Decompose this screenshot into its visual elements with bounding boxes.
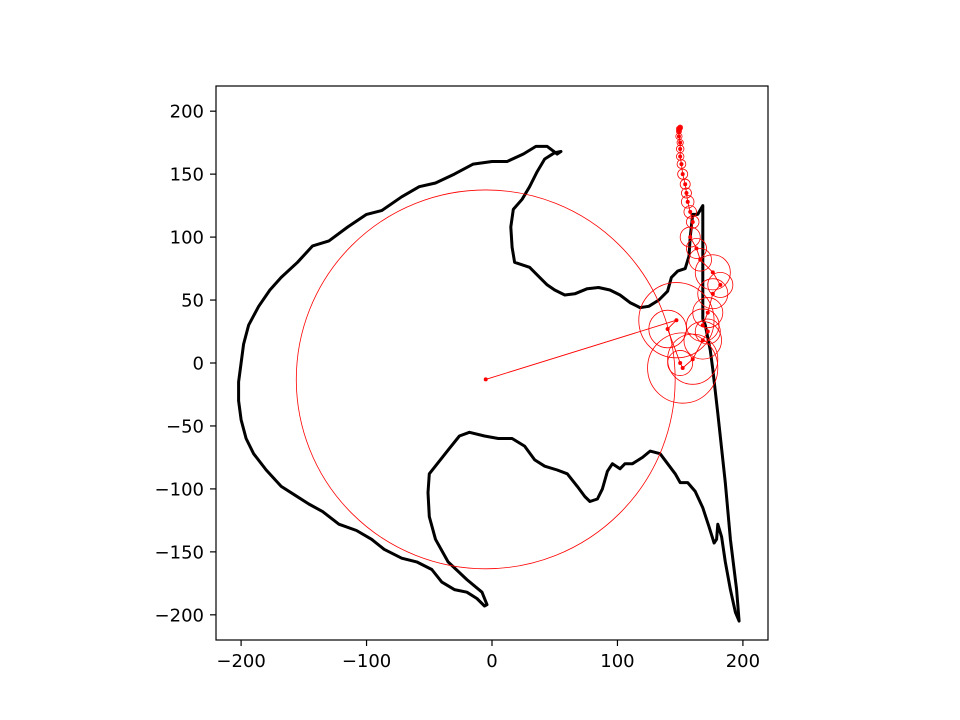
epicycle-center-dot [684, 191, 689, 196]
epicycle-center-dot [676, 134, 681, 139]
epicycle-center-dot [710, 291, 715, 296]
x-tick-label: −100 [342, 651, 391, 672]
epicycle-circle [667, 333, 719, 385]
epicycle-center-dot [700, 338, 705, 343]
y-tick-label: −150 [155, 542, 204, 563]
y-tick-label: −50 [166, 416, 204, 437]
epicycle-center-dot [678, 361, 683, 365]
epicycle-circle [679, 178, 691, 190]
epicycle-circle [677, 168, 689, 180]
epicycle-center-dot [685, 199, 690, 204]
epicycle-circle [692, 297, 724, 329]
epicycle-center-dot [680, 366, 685, 371]
epicycle-center-dot [700, 323, 705, 328]
epicycle-circle [647, 332, 719, 404]
x-tick-label: 100 [600, 651, 634, 672]
plot-area [237, 124, 741, 623]
epicycle-circle [683, 321, 722, 360]
y-tick-label: 100 [170, 228, 204, 249]
epicycle-center-dot [678, 146, 683, 151]
epicycle-circle [707, 271, 734, 298]
epicycle-circle [694, 318, 721, 345]
y-tick-label: −100 [155, 479, 204, 500]
epicycle-center-dot [676, 128, 681, 133]
epicycle-circle [683, 205, 697, 219]
epicycle-circle [295, 189, 676, 570]
epicycle-center-dot [705, 310, 710, 315]
epicycle-center-dot [688, 235, 693, 240]
y-tick-label: −200 [155, 605, 204, 626]
epicycle-circle [681, 195, 695, 209]
y-tick-label: 200 [170, 102, 204, 123]
epicycle-center-dot [678, 140, 683, 145]
axes: −200 −100 0 100 200 −200 −150 −100 −50 0 50 100 150 2… [155, 85, 769, 672]
epicycle-circle [686, 215, 700, 229]
y-tick-label: 50 [181, 291, 204, 312]
epicycle-center-dot [483, 377, 488, 382]
epicycle-circle [681, 187, 692, 199]
y-tick-label: 150 [170, 165, 204, 186]
epicycle-circle [679, 226, 701, 248]
epicycle-center-dot [694, 246, 699, 251]
epicycle-center-dot [705, 329, 710, 334]
epicycle-center-dot [710, 270, 715, 275]
epicycle-center-dot [679, 162, 684, 167]
epicycle-center-dot [698, 257, 703, 262]
epicycle-center-dot [688, 209, 693, 214]
epicycle-center-dot [665, 327, 670, 332]
outline-curve [237, 144, 741, 623]
epicycle-center-dot [690, 219, 695, 224]
epicycle-center-dot [683, 182, 688, 187]
epicycle-center-dot [680, 172, 685, 177]
epicycle-circle [688, 248, 712, 272]
epicycle-circle [638, 282, 715, 359]
x-tick-label: 0 [486, 651, 497, 672]
x-tick-label: 200 [726, 651, 760, 672]
epicycle-center-dot [690, 357, 695, 362]
epicycle-center-dot [718, 282, 723, 287]
epicycle-circle [686, 237, 707, 259]
epicycle-circle [694, 254, 731, 291]
epicycle-circle [676, 159, 687, 169]
plot-content [237, 124, 741, 623]
y-tick-label: 0 [193, 354, 204, 375]
epicycle-center-dot [678, 154, 683, 159]
epicycle-circle [697, 278, 729, 310]
x-tick-label: −200 [216, 651, 265, 672]
epicycle-center-dot [674, 318, 679, 323]
